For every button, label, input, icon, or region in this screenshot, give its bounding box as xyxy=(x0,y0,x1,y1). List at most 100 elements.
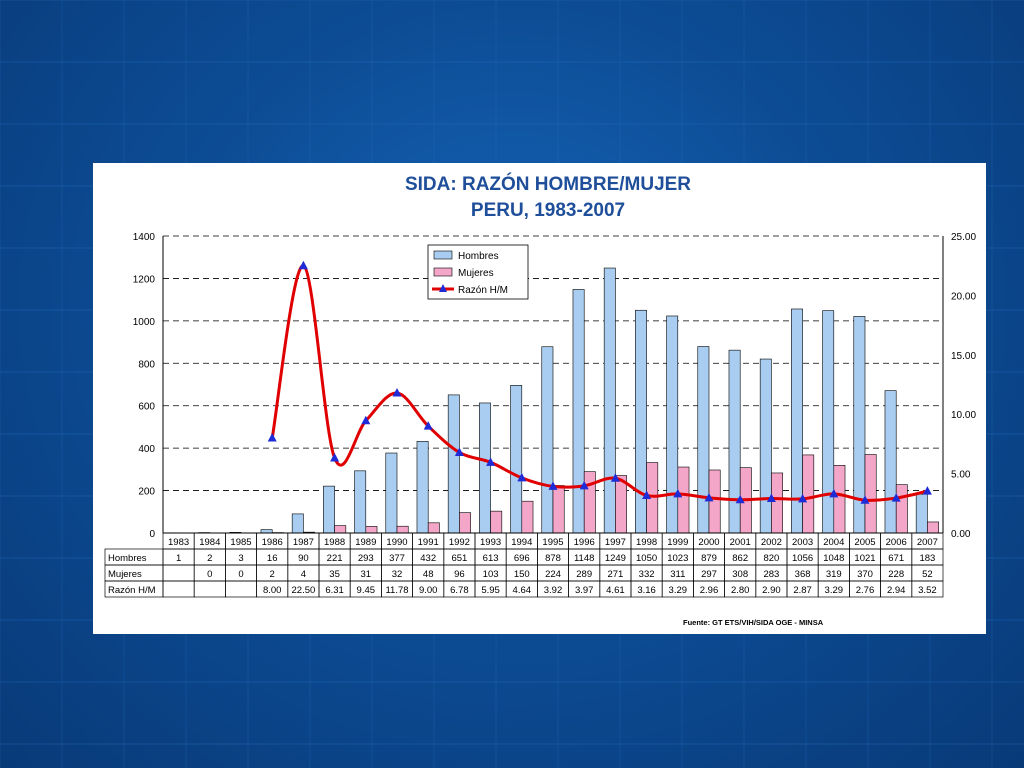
bar-mujeres xyxy=(895,484,908,534)
right-tick-label: 5.00 xyxy=(951,470,971,481)
ratio-marker xyxy=(642,490,652,499)
ratio-marker xyxy=(610,473,620,482)
bar-mujeres xyxy=(552,485,565,534)
bar-hombres xyxy=(666,315,679,534)
table-cell-value: 1 xyxy=(176,553,181,564)
bar-mujeres xyxy=(396,525,409,534)
bar-mujeres xyxy=(771,472,783,534)
table-cell-value: 221 xyxy=(327,553,343,564)
table-cell-value: 879 xyxy=(701,553,717,564)
bar-hombres xyxy=(447,394,460,534)
table-cell-value: 1056 xyxy=(792,553,813,564)
table-cell-value: 90 xyxy=(298,553,309,564)
ratio-marker xyxy=(330,453,340,462)
table-cell-value: 1249 xyxy=(605,553,626,564)
table-cell-value: 651 xyxy=(451,553,467,564)
ratio-line xyxy=(270,264,928,502)
table-cell-value: 11.78 xyxy=(385,585,408,596)
table-cell-value: 35 xyxy=(329,569,340,580)
bar-mujeres xyxy=(864,454,877,534)
bar-hombres xyxy=(416,441,429,534)
table-cell-value: 0 xyxy=(238,569,243,580)
table-cell-value: 2.76 xyxy=(856,585,875,596)
table-cell-value: 3.92 xyxy=(544,585,563,596)
table-cell xyxy=(193,580,226,598)
table-cell-value: 1021 xyxy=(854,553,875,564)
table-cell-value: 271 xyxy=(607,569,623,580)
table-cell-value: 370 xyxy=(857,569,873,580)
table-cell-value: 3.52 xyxy=(918,585,937,596)
bar-mujeres xyxy=(459,512,471,534)
legend-label-ratio: Razón H/M xyxy=(458,285,508,296)
table-cell-value: 6.78 xyxy=(450,585,469,596)
ratio-marker xyxy=(298,260,308,270)
table-cell-value: 289 xyxy=(576,569,592,580)
table-year-label: 1985 xyxy=(230,537,251,548)
table-year-label: 2005 xyxy=(854,537,875,548)
table-cell-value: 368 xyxy=(795,569,811,580)
ratio-marker xyxy=(704,492,714,502)
table-year-label: 1983 xyxy=(168,537,189,548)
table-cell-value: 48 xyxy=(423,569,434,580)
bar-hombres xyxy=(728,349,741,534)
legend: Hombres Mujeres Razón H/M xyxy=(427,244,529,300)
bar-hombres xyxy=(291,513,304,534)
table-cell-value: 308 xyxy=(732,569,748,580)
ratio-marker xyxy=(798,493,808,503)
right-tick-label: 0.00 xyxy=(951,529,971,540)
left-tick-label: 200 xyxy=(138,487,155,498)
table-cell-value: 31 xyxy=(361,569,372,580)
table-year-label: 1995 xyxy=(542,537,563,548)
table-cell-value: 4.61 xyxy=(606,585,625,596)
right-tick-label: 15.00 xyxy=(951,351,976,362)
ratio-marker xyxy=(548,481,558,490)
table-cell-value: 3.97 xyxy=(575,585,594,596)
ratio-marker xyxy=(766,493,776,503)
bar-hombres xyxy=(385,452,398,534)
table-cell-value: 103 xyxy=(483,569,499,580)
chart-title: SIDA: RAZÓN HOMBRE/MUJER xyxy=(405,173,691,195)
table-cell-value: 319 xyxy=(826,569,842,580)
ratio-marker xyxy=(423,421,433,430)
table-year-label: 1998 xyxy=(636,537,657,548)
bar-hombres xyxy=(822,310,835,534)
left-tick-label: 600 xyxy=(138,402,155,413)
table-row-label: Mujeres xyxy=(108,569,142,580)
legend-marker-ratio xyxy=(439,284,447,292)
table-cell-value: 3.16 xyxy=(637,585,656,596)
table-cell-value: 1148 xyxy=(574,553,594,564)
bar-mujeres xyxy=(677,466,690,534)
chart-subtitle: PERU, 1983-2007 xyxy=(471,200,625,221)
bar-mujeres xyxy=(802,454,815,534)
bar-hombres xyxy=(884,390,897,534)
legend-label-hombres: Hombres xyxy=(458,251,499,262)
table-year-label: 2000 xyxy=(698,537,719,548)
table-year-label: 1994 xyxy=(511,537,532,548)
bar-hombres xyxy=(572,289,585,534)
table-cell xyxy=(162,564,195,582)
table-cell-value: 2 xyxy=(207,553,212,564)
left-tick-label: 1400 xyxy=(133,232,156,243)
table-cell-value: 228 xyxy=(888,569,904,580)
table-cell-value: 96 xyxy=(454,569,465,580)
bar-hombres xyxy=(635,309,647,534)
table-cell-value: 862 xyxy=(732,553,748,564)
chart: SIDA: RAZÓN HOMBRE/MUJER PERU, 1983-2007… xyxy=(104,173,976,627)
ratio-marker xyxy=(673,488,683,498)
table-cell-value: 613 xyxy=(483,553,499,564)
table-year-label: 1990 xyxy=(386,537,407,548)
source-note: Fuente: GT ETS/VIH/SIDA OGE - MINSA xyxy=(683,618,824,627)
left-tick-label: 400 xyxy=(138,444,155,455)
bar-mujeres xyxy=(927,521,939,534)
bar-mujeres xyxy=(708,469,721,534)
table-cell-value: 52 xyxy=(922,569,933,580)
table-year-label: 1999 xyxy=(667,537,688,548)
table-cell-value: 6.31 xyxy=(325,585,344,596)
table-cell-value: 820 xyxy=(763,553,779,564)
bar-mujeres xyxy=(334,525,347,534)
ratio-marker xyxy=(579,480,589,490)
bar-hombres xyxy=(697,346,710,534)
table-cell xyxy=(225,580,257,598)
bar-hombres xyxy=(915,493,928,534)
table-year-label: 1993 xyxy=(480,537,501,548)
